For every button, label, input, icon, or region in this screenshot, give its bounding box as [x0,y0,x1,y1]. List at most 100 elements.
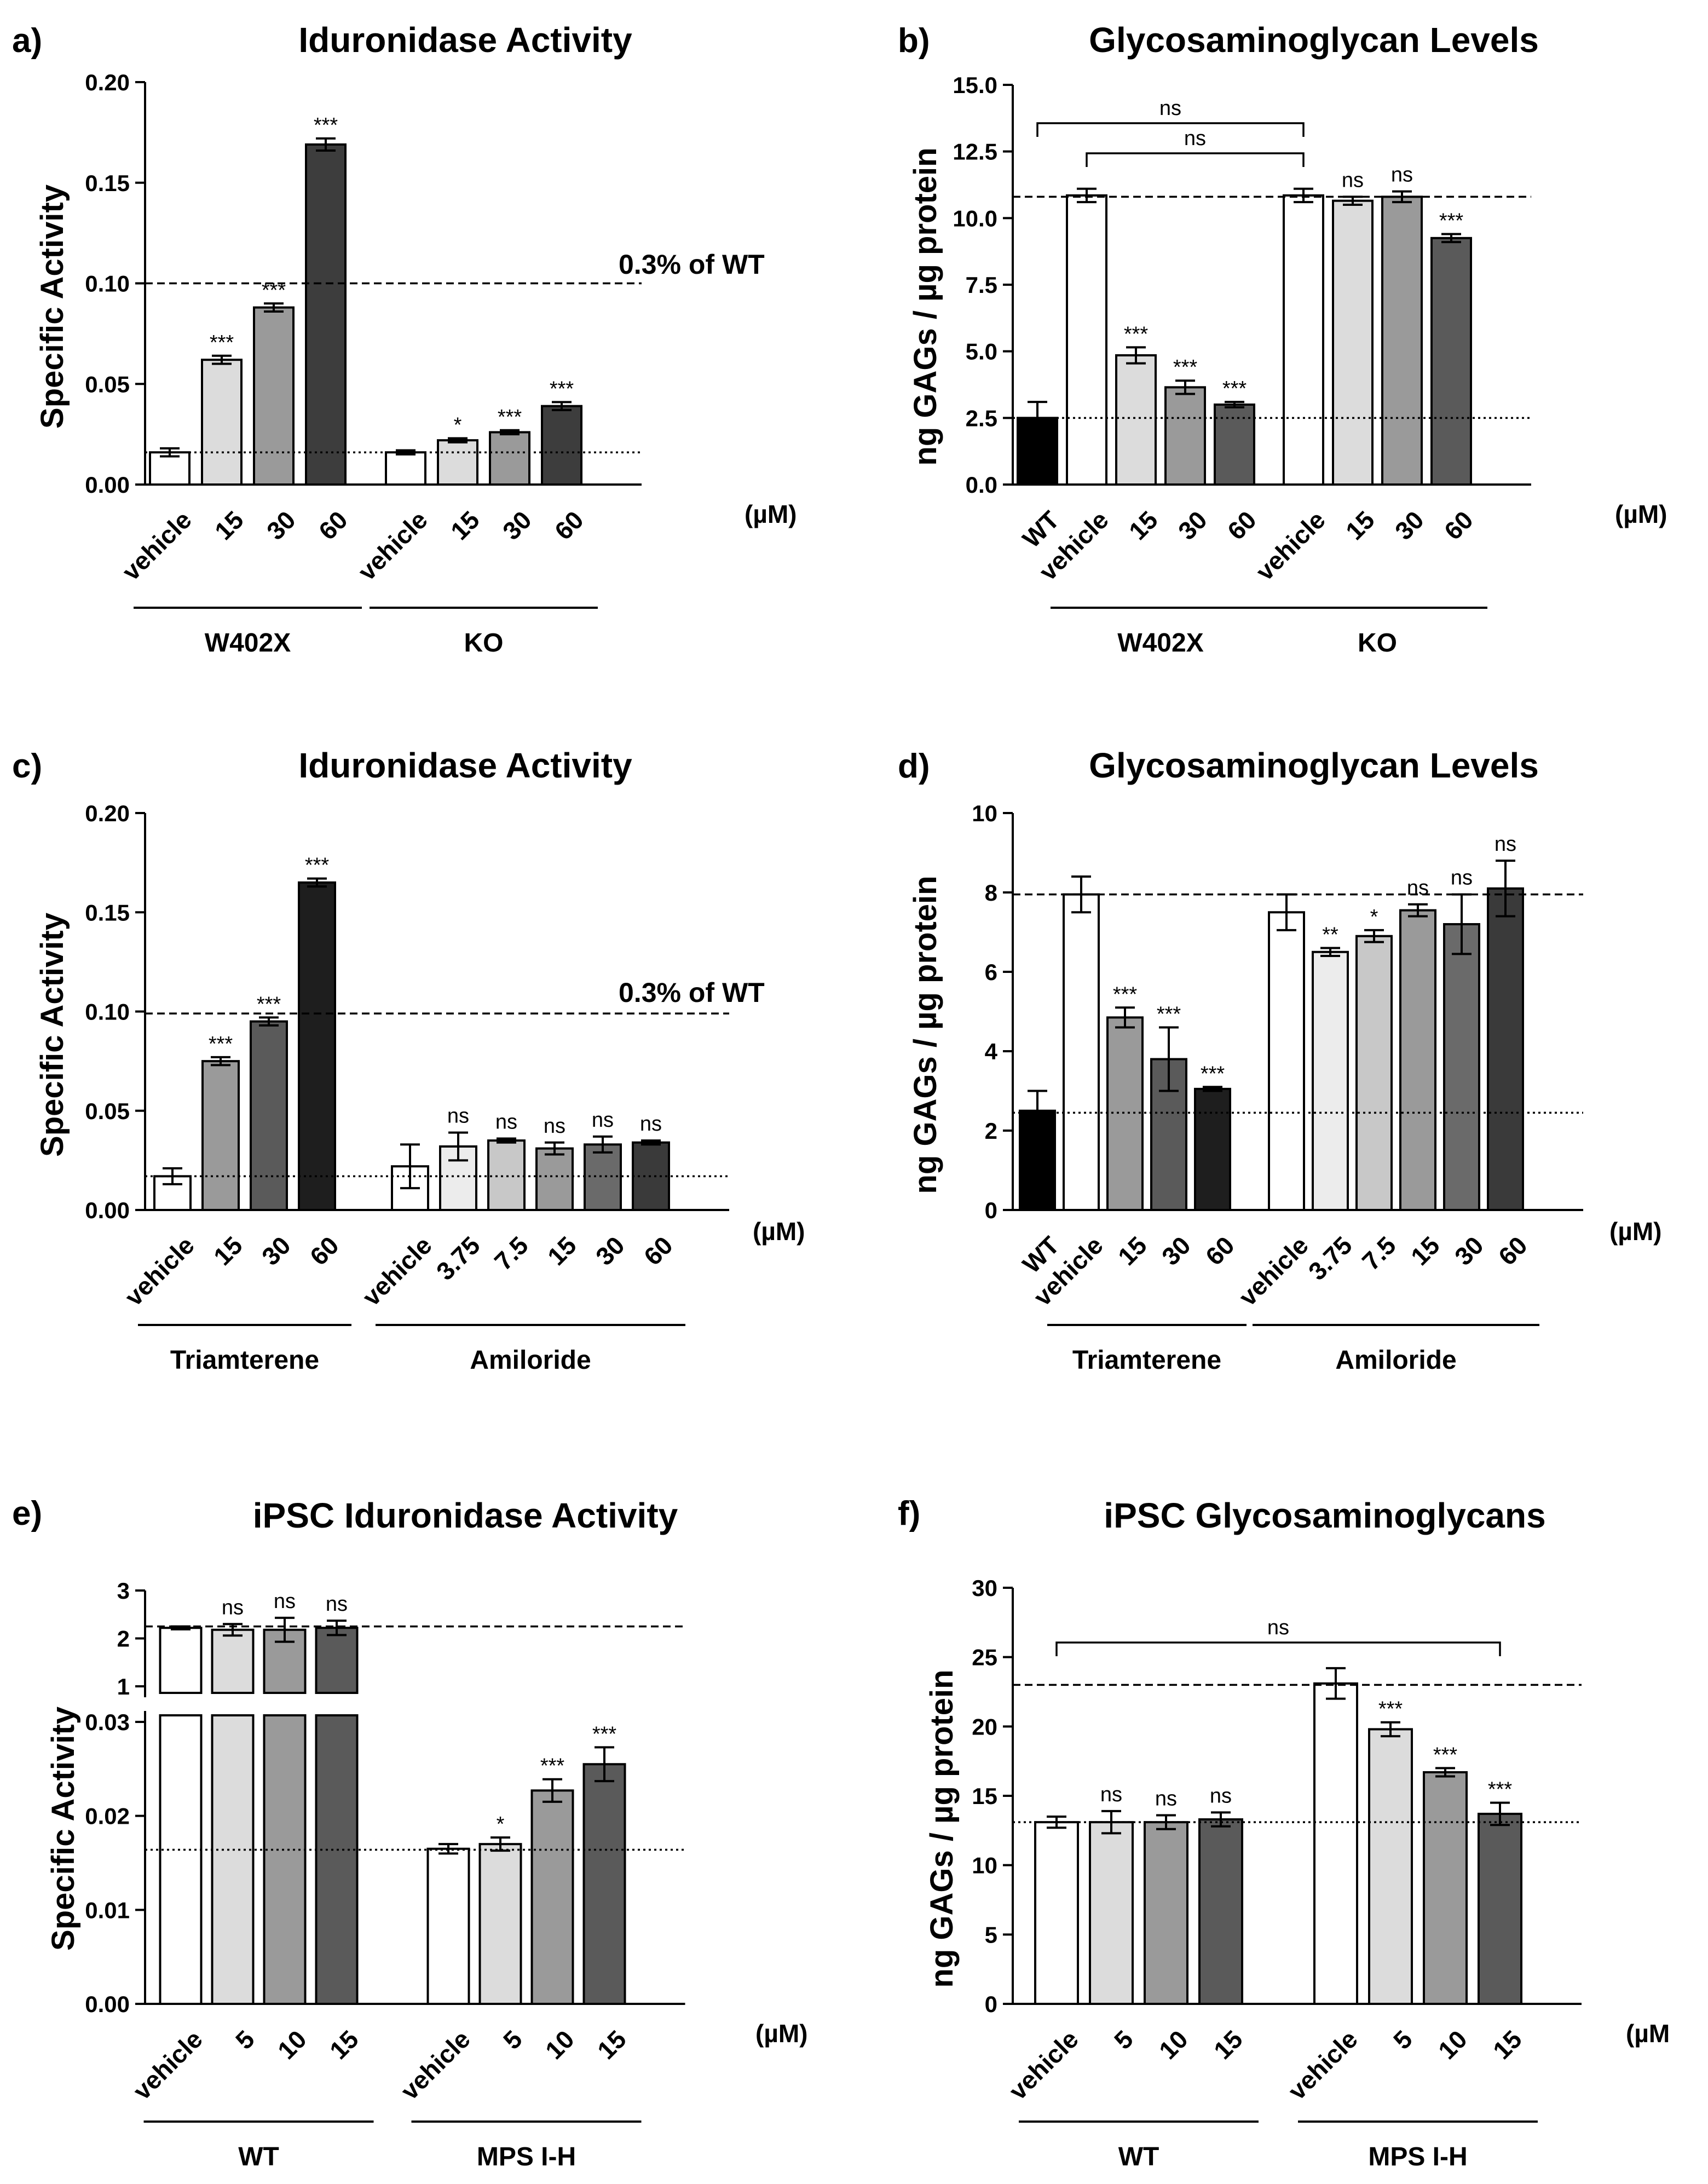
unit-label: (µM [1626,2019,1670,2048]
bar [487,1139,526,1211]
x-tick-label: 60 [1200,1231,1240,1271]
panel-f: f) iPSC Glycosaminoglycans ng GAGs / µg pr… [898,1495,1670,2171]
x-tick-label: 15 [324,2025,364,2065]
significance-label: ns [1391,164,1413,187]
bar [1423,1771,1468,2006]
bracket-label: ns [1159,97,1181,120]
x-tick-label: 30 [497,505,537,545]
significance-label: *** [498,406,522,429]
x-tick-label: 10 [1433,2025,1473,2065]
x-tick-label: 60 [638,1231,678,1271]
bar [1198,1818,1243,2005]
group-label: WT [1118,2142,1159,2171]
y-tick-label: 0.00 [85,1991,130,2017]
x-tick-label: vehicle [128,2025,208,2105]
bar [315,1714,359,2005]
y-tick-label: 0.05 [85,1098,130,1124]
bar [437,439,478,486]
x-tick-label: vehicle [1283,2025,1363,2105]
significance-label: *** [550,377,574,400]
y-tick-label: 0.10 [85,999,130,1025]
x-tick-label: 60 [1222,505,1262,545]
group-label: Triamterene [170,1346,319,1375]
y-axis-label: Specific Activity [45,1707,81,1951]
x-tick-label: 10 [540,2025,580,2065]
group-label: WT [238,2142,279,2171]
bar [535,1147,574,1211]
x-tick-label: vehicle [395,2025,476,2105]
y-axis-label: ng GAGs / µg protein [908,875,943,1194]
significance-label: ns [274,1590,296,1613]
bar [201,1060,240,1211]
panel-label: d) [898,747,930,785]
bar [1066,194,1107,486]
bracket-label: ns [1267,1616,1289,1639]
significance-label: *** [314,114,338,137]
y-tick-label: 4 [985,1039,998,1064]
x-tick-label: 15 [1405,1231,1445,1271]
bar [1089,1821,1134,2005]
bar [541,405,582,486]
x-tick-label: 5 [1109,2025,1139,2055]
y-tick-label: 3 [117,1578,130,1604]
bar [1214,404,1255,486]
x-tick-label: 10 [1153,2025,1193,2065]
significance-label: * [454,413,462,436]
panel-d: d) Glycosaminoglycan Levels ng GAGs / µg p… [898,746,1661,1375]
significance-label: *** [1113,983,1138,1006]
panel-b: b) Glycosaminoglycan Levels ng GAGs / µg p… [898,20,1667,658]
y-tick-label: 0.00 [85,1197,130,1223]
significance-label: * [497,1813,505,1836]
bar [1487,887,1524,1211]
significance-label: *** [210,331,234,354]
x-tick-label: 15 [592,2025,632,2065]
unit-label: (µM) [755,2019,807,2048]
group-label: Amiloride [1335,1346,1456,1375]
y-axis-label: ng GAGs / µg protein [908,147,943,465]
panel-label: b) [898,22,930,60]
y-tick-label: 10 [972,800,997,826]
bar [1194,1087,1231,1211]
group-label: KO [464,629,504,658]
bar [159,1714,203,2005]
panel-a: a) Iduronidase Activity Specific Activity 0… [12,20,797,658]
x-tick-label: vehicle [353,505,433,586]
x-tick-label: vehicle [1233,1231,1314,1311]
y-tick-label: 10 [972,1853,997,1878]
unit-label: (µM) [1609,1217,1661,1246]
bar [1312,950,1349,1211]
significance-label: ns [1100,1783,1122,1806]
panel-label: c) [12,747,42,785]
x-tick-label: 30 [1173,505,1213,545]
x-tick-label: 10 [272,2025,312,2065]
group-label: Triamterene [1072,1346,1221,1375]
x-tick-label: 7.5 [1357,1231,1401,1276]
bar [1268,911,1305,1211]
bar [1430,237,1472,486]
bar [159,1627,203,1694]
panel-e: e) iPSC Iduronidase Activity Specific Acti… [12,1495,807,2171]
x-tick-label: 3.75 [431,1231,486,1286]
significance-label: *** [1157,1003,1181,1026]
significance-label: ns [222,1596,244,1619]
significance-label: ns [1451,867,1473,890]
significance-label: *** [1488,1778,1513,1801]
bar [1355,935,1393,1211]
x-tick-label: 15 [1487,2025,1527,2065]
x-tick-label: vehicle [357,1231,437,1311]
x-tick-label: 60 [313,505,353,545]
x-tick-label: 5 [498,2025,528,2055]
x-tick-label: 30 [256,1231,296,1271]
y-tick-label: 2.5 [966,405,997,431]
y-tick-label: 0 [985,1197,997,1223]
significance-label: *** [1124,322,1149,345]
bar [489,431,530,486]
bar [1368,1728,1413,2005]
bar [1063,893,1100,1211]
chart-title: iPSC Glycosaminoglycans [1104,1496,1545,1535]
x-tick-label: 30 [590,1231,630,1271]
bar [1381,195,1423,486]
significance-label: *** [1439,210,1464,233]
y-tick-label: 7.5 [966,272,997,298]
